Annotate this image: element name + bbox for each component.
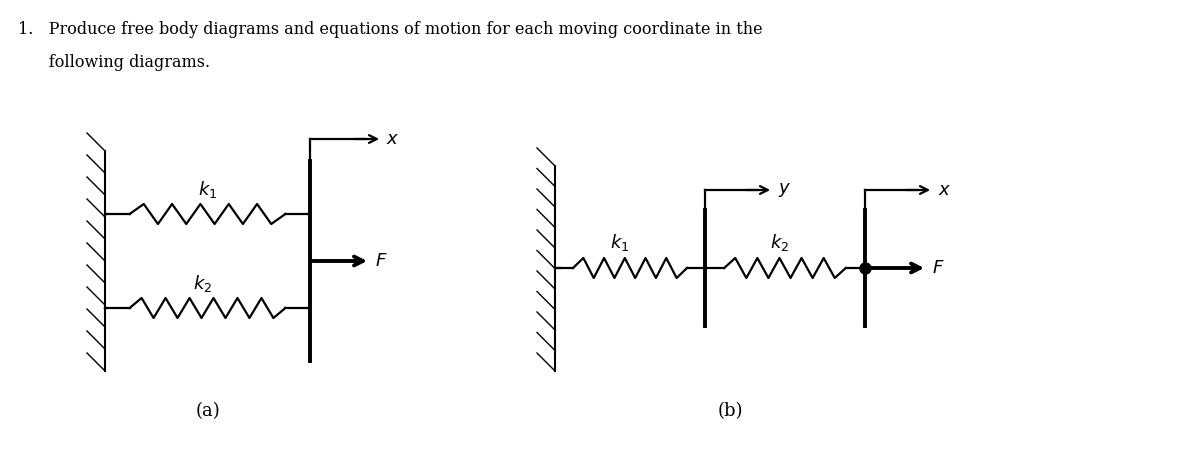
Text: $k_1$: $k_1$: [611, 232, 630, 253]
Text: $x$: $x$: [386, 130, 400, 148]
Text: following diagrams.: following diagrams.: [18, 54, 210, 71]
Text: $F$: $F$: [374, 252, 388, 270]
Text: $k_1$: $k_1$: [198, 179, 217, 200]
Text: $x$: $x$: [938, 181, 952, 199]
Text: (b): (b): [718, 402, 743, 420]
Text: $F$: $F$: [932, 259, 944, 277]
Text: $k_2$: $k_2$: [770, 232, 790, 253]
Text: $k_2$: $k_2$: [193, 273, 212, 294]
Text: 1.   Produce free body diagrams and equations of motion for each moving coordina: 1. Produce free body diagrams and equati…: [18, 21, 763, 38]
Text: (a): (a): [196, 402, 220, 420]
Text: $y$: $y$: [778, 181, 791, 199]
